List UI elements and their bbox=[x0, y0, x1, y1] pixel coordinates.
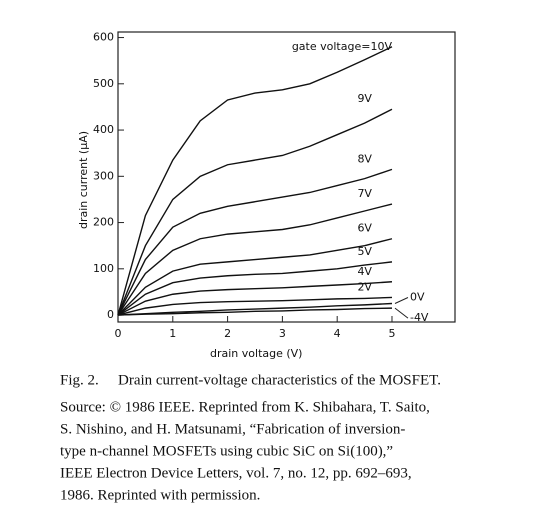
curve bbox=[117, 281, 393, 316]
y-tick-label: 400 bbox=[93, 123, 114, 136]
curve bbox=[117, 168, 393, 316]
curve bbox=[117, 302, 393, 316]
legend-label: 7V bbox=[357, 187, 372, 200]
curve bbox=[117, 108, 393, 316]
source-line: 1986. Reprinted with permission. bbox=[60, 487, 260, 503]
curve bbox=[117, 238, 393, 316]
legend-label: 0V bbox=[410, 290, 425, 303]
legend-label: 4V bbox=[357, 265, 372, 278]
legend-label: -4V bbox=[410, 311, 429, 324]
caption-label: Fig. 2. bbox=[60, 372, 99, 388]
source-line: IEEE Electron Device Letters, vol. 7, no… bbox=[60, 465, 412, 481]
x-axis-label: drain voltage (V) bbox=[210, 347, 302, 360]
x-tick-label: 5 bbox=[388, 327, 395, 340]
legend-label: 2V bbox=[357, 280, 372, 293]
leader bbox=[394, 307, 409, 319]
curve bbox=[117, 261, 393, 316]
legend-label: 6V bbox=[357, 222, 372, 235]
legend-label: 9V bbox=[357, 92, 372, 105]
y-tick-label: 100 bbox=[93, 262, 114, 275]
x-tick-label: 2 bbox=[224, 327, 231, 340]
source-line: Source: © 1986 IEEE. Reprinted from K. S… bbox=[60, 399, 430, 415]
plot-frame bbox=[117, 31, 456, 323]
legend-label: 8V bbox=[357, 152, 372, 165]
x-tick-label: 1 bbox=[169, 327, 176, 340]
x-tick-label: 4 bbox=[334, 327, 341, 340]
legend-label: 5V bbox=[357, 245, 372, 258]
y-tick-label: 300 bbox=[93, 169, 114, 182]
curve bbox=[117, 46, 393, 316]
curve bbox=[117, 296, 393, 316]
x-tick-label: 0 bbox=[115, 327, 122, 340]
x-tick-label: 3 bbox=[279, 327, 286, 340]
caption-text: Drain current-voltage characteristics of… bbox=[118, 372, 441, 388]
y-axis-label: drain current (μA) bbox=[77, 131, 90, 229]
y-tick-label: 0 bbox=[107, 308, 114, 321]
y-tick-label: 500 bbox=[93, 77, 114, 90]
source-line: type n-channel MOSFETs using cubic SiC o… bbox=[60, 443, 393, 459]
source-line: S. Nishino, and H. Matsunami, “Fabricati… bbox=[60, 421, 405, 437]
curve bbox=[117, 307, 392, 316]
legend-label: gate voltage=10V bbox=[292, 40, 393, 53]
y-tick-label: 600 bbox=[93, 31, 114, 44]
curve bbox=[117, 203, 393, 316]
y-tick-label: 200 bbox=[93, 216, 114, 229]
leader bbox=[394, 297, 409, 304]
